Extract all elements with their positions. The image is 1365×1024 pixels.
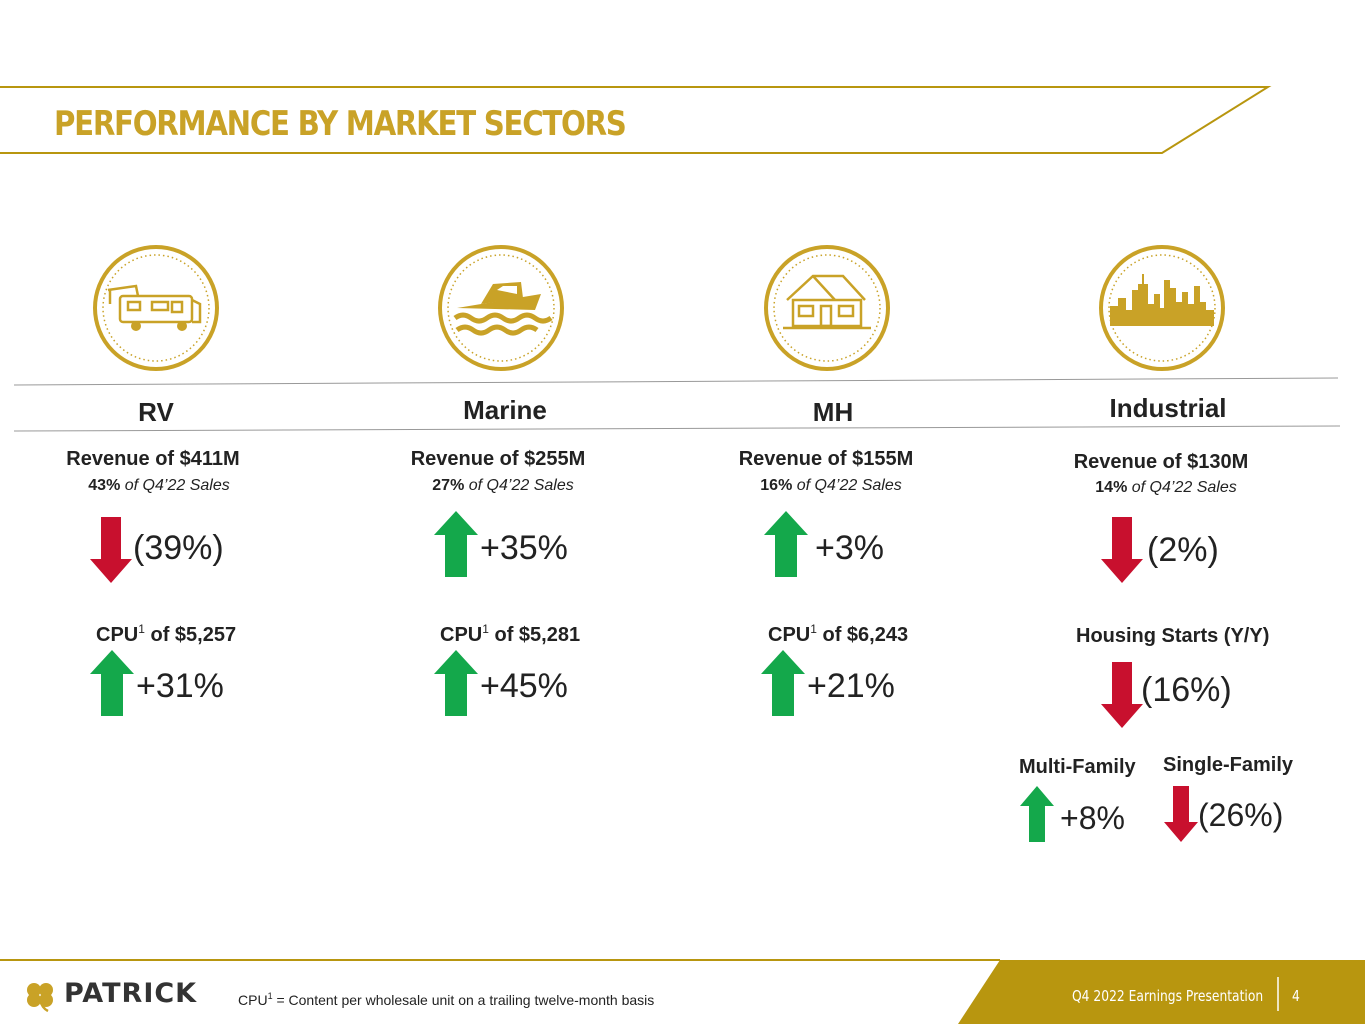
arrow-down-icon xyxy=(1101,517,1143,583)
arrow-up-icon xyxy=(90,650,134,716)
footnote-text: = Content per wholesale unit on a traili… xyxy=(272,992,655,1008)
footer-banner xyxy=(0,959,1365,1024)
header-banner-lines xyxy=(0,86,1272,154)
revenue-marine: Revenue of $255M xyxy=(410,448,586,470)
sales-share-text: of Q4’22 Sales xyxy=(468,477,574,494)
cpu-footnote: CPU1 = Content per wholesale unit on a t… xyxy=(238,991,654,1008)
multi-family-change: +8% xyxy=(1060,800,1125,836)
housing-starts-change: (16%) xyxy=(1141,671,1232,709)
sales-share-industrial: 14% of Q4’22 Sales xyxy=(1036,479,1296,497)
multi-family-label: Multi-Family xyxy=(1019,756,1136,778)
shamrock-logo-icon xyxy=(27,983,53,1012)
revenue-rv: Revenue of $411M xyxy=(66,448,240,470)
sector-name-mh: MH xyxy=(812,397,854,427)
cpu-label-marine: CPU1 of $5,281 xyxy=(440,622,580,647)
footnote-sup: 1 xyxy=(267,991,273,1001)
arrow-up-icon xyxy=(434,511,478,577)
arrow-up-icon xyxy=(764,511,808,577)
sales-share-mh: 16% of Q4’22 Sales xyxy=(701,477,961,495)
revenue-industrial: Revenue of $130M xyxy=(1073,451,1249,473)
arrow-down-icon xyxy=(1164,786,1198,842)
patrick-logo: PATRICK xyxy=(64,978,198,1009)
single-family-label: Single-Family xyxy=(1163,754,1294,776)
cpu-label-rv: CPU1 of $5,257 xyxy=(96,622,236,647)
revenue-change-mh: +3% xyxy=(815,529,884,567)
housing-starts-label: Housing Starts (Y/Y) xyxy=(1076,625,1270,647)
cpu-text: CPU xyxy=(440,624,483,646)
sales-share-pct: 27% xyxy=(432,477,465,494)
cpu-change-mh: +21% xyxy=(807,667,895,705)
cpu-label-mh: CPU1 of $6,243 xyxy=(768,622,908,647)
rv-icon xyxy=(92,244,220,372)
cpu-sup: 1 xyxy=(138,622,145,636)
revenue-change-rv: (39%) xyxy=(133,529,224,567)
cpu-text: CPU xyxy=(768,624,811,646)
sales-share-text: of Q4’22 Sales xyxy=(124,477,230,494)
page-title: PERFORMANCE BY MARKET SECTORS xyxy=(54,104,627,144)
presentation-title: Q4 2022 Earnings Presentation xyxy=(1072,987,1264,1005)
cpu-value: of $5,257 xyxy=(150,624,237,646)
sales-share-pct: 43% xyxy=(88,477,121,494)
arrow-down-icon xyxy=(1101,662,1143,728)
revenue-mh: Revenue of $155M xyxy=(738,448,914,470)
sales-share-rv: 43% of Q4’22 Sales xyxy=(29,477,289,495)
page-number: 4 xyxy=(1292,987,1300,1005)
cpu-sup: 1 xyxy=(482,622,489,636)
cpu-value: of $5,281 xyxy=(494,624,581,646)
sales-share-text: of Q4’22 Sales xyxy=(796,477,902,494)
arrow-up-icon xyxy=(761,650,805,716)
footnote-label: CPU xyxy=(238,992,268,1008)
sales-share-pct: 14% xyxy=(1095,479,1128,496)
cpu-value: of $6,243 xyxy=(822,624,909,646)
sector-name-marine: Marine xyxy=(463,395,547,425)
arrow-up-icon xyxy=(1020,786,1054,842)
revenue-change-industrial: (2%) xyxy=(1147,531,1219,569)
arrow-up-icon xyxy=(434,650,478,716)
sales-share-text: of Q4’22 Sales xyxy=(1131,479,1237,496)
house-icon xyxy=(763,244,891,372)
cpu-change-marine: +45% xyxy=(480,667,568,705)
revenue-change-marine: +35% xyxy=(480,529,568,567)
sales-share-marine: 27% of Q4’22 Sales xyxy=(373,477,633,495)
sector-name-dividers xyxy=(13,377,1341,432)
sector-name-rv: RV xyxy=(138,397,174,427)
sales-share-pct: 16% xyxy=(760,477,793,494)
arrow-down-icon xyxy=(90,517,132,583)
sector-name-industrial: Industrial xyxy=(1109,393,1227,423)
city-skyline-icon xyxy=(1098,244,1226,372)
cpu-change-rv: +31% xyxy=(136,667,224,705)
cpu-sup: 1 xyxy=(810,622,817,636)
single-family-change: (26%) xyxy=(1198,797,1284,833)
cpu-text: CPU xyxy=(96,624,139,646)
boat-icon xyxy=(437,244,565,372)
